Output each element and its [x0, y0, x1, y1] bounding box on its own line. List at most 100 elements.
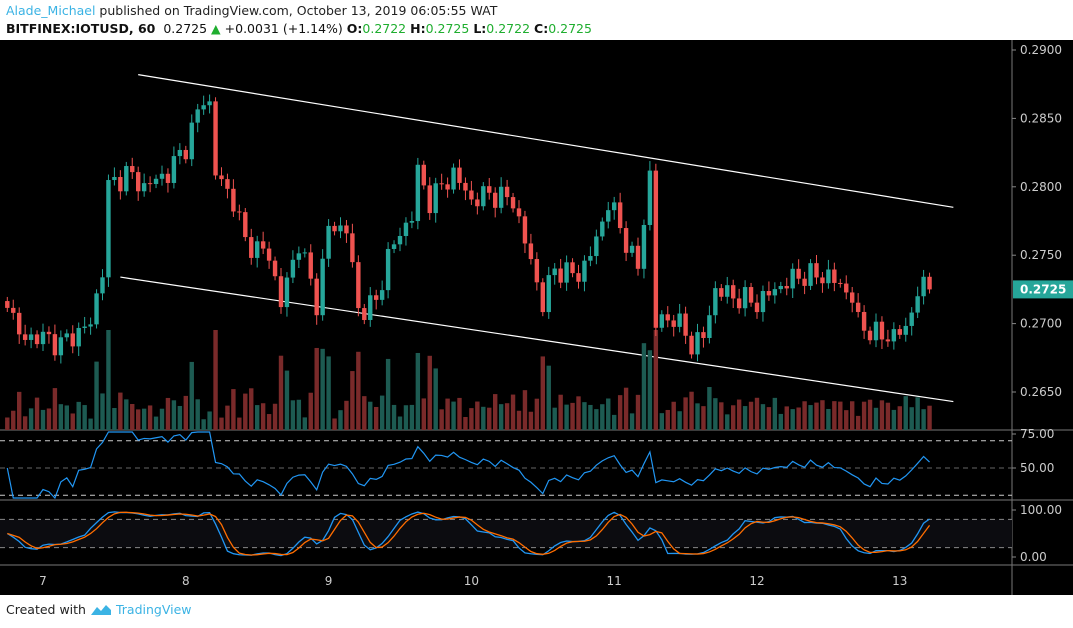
- candle-body: [469, 190, 474, 200]
- candle-body: [510, 197, 516, 209]
- volume-bar: [177, 405, 183, 430]
- volume-bar: [689, 391, 694, 430]
- candle-body: [243, 212, 248, 238]
- h-label: H:: [410, 21, 426, 36]
- candle-body: [612, 202, 617, 211]
- symbol: BITFINEX:IOTUSD, 60: [6, 21, 156, 36]
- volume-bar: [260, 403, 266, 430]
- candle-body: [100, 277, 105, 294]
- last-price: 0.2725: [163, 21, 208, 36]
- volume-bar: [772, 397, 778, 430]
- volume-bar: [481, 406, 486, 430]
- candle-body: [463, 182, 468, 191]
- volume-bar: [653, 330, 659, 430]
- volume-bar: [838, 401, 843, 430]
- volume-bar: [451, 401, 456, 430]
- candle-body: [832, 269, 837, 283]
- candle-body: [362, 308, 367, 321]
- volume-bar: [201, 419, 206, 430]
- candle-body: [641, 224, 647, 269]
- volume-bar: [52, 388, 58, 430]
- price-chart[interactable]: 0.2900 0.2850 0.2800 0.2750 0.2700 0.2650 0.27…: [0, 40, 1073, 595]
- volume-bar: [64, 405, 69, 430]
- candle-body: [11, 307, 16, 313]
- l-label: L:: [473, 21, 487, 36]
- candle-body: [201, 105, 206, 110]
- candle-body: [736, 298, 742, 309]
- candle-body: [796, 268, 801, 279]
- candle-body: [64, 333, 69, 338]
- candle-body: [385, 248, 391, 291]
- volume-bar: [861, 401, 867, 430]
- candle-body: [570, 262, 575, 274]
- volume-bar: [118, 392, 123, 430]
- candle-body: [207, 101, 212, 106]
- candle-body: [368, 295, 373, 321]
- candle-body: [522, 216, 528, 244]
- candle-body: [504, 186, 510, 198]
- volume-bar: [106, 330, 111, 430]
- channel-lower-trendline: [120, 276, 954, 403]
- volume-bar: [28, 408, 34, 430]
- candle-body: [255, 241, 260, 258]
- volume-bar: [885, 402, 891, 430]
- tradingview-link[interactable]: TradingView: [115, 602, 192, 617]
- candle-body: [427, 185, 432, 214]
- candle-body: [558, 268, 563, 283]
- candle-body: [790, 268, 795, 289]
- candle-body: [433, 183, 438, 214]
- candle-body: [159, 173, 165, 179]
- volume-bar: [891, 409, 897, 430]
- volume-bar: [100, 393, 105, 430]
- candle-body: [17, 312, 22, 335]
- candle-body: [94, 293, 99, 325]
- volume-bar: [713, 398, 718, 430]
- candle-body: [487, 186, 492, 193]
- candle-body: [540, 282, 545, 313]
- candle-body: [748, 287, 754, 303]
- volume-bar: [629, 413, 635, 430]
- candle-body: [701, 332, 706, 338]
- candle-body: [826, 269, 831, 284]
- candle-body: [707, 315, 712, 338]
- candle-body: [177, 149, 183, 157]
- candle-body: [498, 186, 504, 208]
- candle-body: [391, 244, 397, 249]
- current-price-badge: [1013, 280, 1073, 299]
- volume-bar: [76, 401, 81, 430]
- candle-body: [213, 101, 218, 176]
- candle-body: [338, 225, 343, 232]
- candle-body: [237, 211, 242, 213]
- volume-bar: [719, 402, 724, 430]
- candle-body: [713, 288, 718, 316]
- footer: Created with TradingView: [6, 602, 192, 617]
- candle-body: [326, 225, 331, 259]
- candle-body: [844, 283, 849, 293]
- candle-body: [130, 166, 135, 173]
- candle-body: [885, 339, 891, 342]
- candle-body: [374, 295, 379, 300]
- volume-bar: [487, 407, 492, 430]
- volume-bar: [219, 417, 224, 430]
- candle-body: [457, 167, 462, 183]
- candle-body: [118, 177, 123, 192]
- candle-body: [731, 285, 736, 299]
- volume-bar: [255, 405, 260, 430]
- candle-body: [88, 324, 93, 327]
- author-link[interactable]: Alade_Michael: [6, 3, 96, 18]
- candle-body: [772, 289, 778, 296]
- volume-bar: [528, 411, 534, 430]
- candle-body: [802, 278, 807, 286]
- volume-bar: [498, 404, 504, 430]
- close-value: 0.2725: [548, 21, 592, 36]
- volume-bar: [332, 418, 337, 430]
- volume-bar: [338, 410, 343, 430]
- stoch-tick-label: 0.00: [1020, 550, 1047, 564]
- created-with-text: Created with: [6, 602, 86, 617]
- candle-body: [784, 285, 789, 289]
- candle-body: [5, 301, 10, 308]
- candle-body: [147, 183, 153, 185]
- candle-body: [850, 292, 855, 303]
- volume-bar: [701, 406, 706, 430]
- candle-body: [171, 156, 177, 183]
